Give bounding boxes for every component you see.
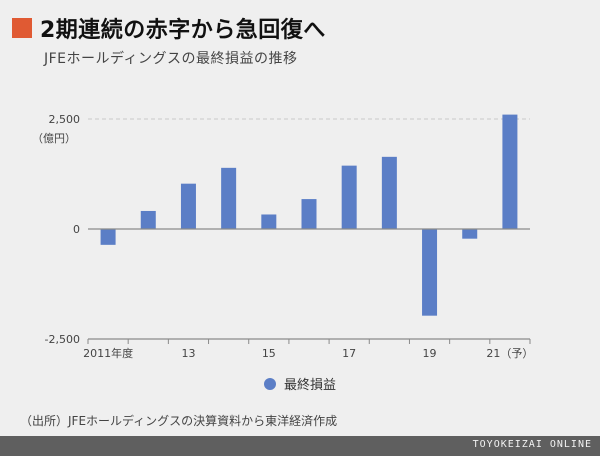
y-tick-label: 2,500 xyxy=(49,113,81,126)
headline: 2期連続の赤字から急回復へ xyxy=(12,12,326,44)
y-tick-label: 0 xyxy=(73,223,80,236)
bar xyxy=(381,156,397,229)
tick-labels: 2,500 0 -2,500 （億円） 2011年度 13 15 17 19 21（予） xyxy=(32,113,533,360)
bar xyxy=(261,214,277,229)
bar xyxy=(140,210,156,229)
x-tick-label: 2011年度 xyxy=(83,346,133,360)
bar xyxy=(100,229,116,245)
bars xyxy=(100,114,518,316)
bar xyxy=(221,167,237,229)
chart-subtitle: JFEホールディングスの最終損益の推移 xyxy=(44,51,298,67)
bar xyxy=(301,199,317,229)
footer-brand: TOYOKEIZAI ONLINE xyxy=(472,439,592,450)
x-tick-label: 21（予） xyxy=(486,347,533,360)
accent-square xyxy=(12,18,32,38)
bar xyxy=(422,229,438,316)
footer-bar: TOYOKEIZAI ONLINE xyxy=(0,436,600,456)
y-unit-label: （億円） xyxy=(32,132,76,145)
legend: 最終損益 xyxy=(264,374,336,393)
chart-headline: 2期連続の赤字から急回復へ xyxy=(40,18,326,43)
x-tick-label: 15 xyxy=(262,347,276,360)
bar-chart: 2,500 0 -2,500 （億円） 2011年度 13 15 17 19 21（予） xyxy=(32,113,533,360)
bar xyxy=(462,229,478,239)
bar xyxy=(502,114,518,229)
axes xyxy=(87,228,531,344)
legend-swatch xyxy=(264,377,276,390)
x-tick-label: 19 xyxy=(423,347,437,360)
legend-label: 最終損益 xyxy=(284,378,337,393)
bar xyxy=(180,183,196,229)
x-tick-label: 13 xyxy=(181,347,195,360)
bar xyxy=(341,165,357,229)
y-tick-label: -2,500 xyxy=(45,333,80,346)
x-tick-label: 17 xyxy=(342,347,356,360)
source-note: （出所）JFEホールディングスの決算資料から東洋経済作成 xyxy=(20,414,338,428)
